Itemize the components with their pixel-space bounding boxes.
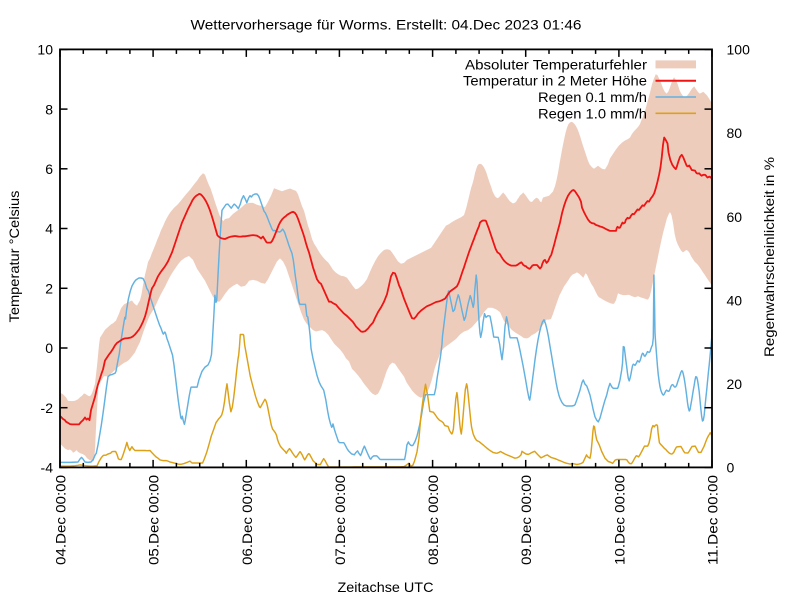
- svg-text:-2: -2: [41, 400, 54, 416]
- svg-text:2: 2: [45, 281, 53, 297]
- svg-text:40: 40: [727, 292, 743, 308]
- svg-text:8: 8: [45, 101, 53, 117]
- svg-text:Regen 0.1 mm/h: Regen 0.1 mm/h: [538, 89, 647, 105]
- svg-text:09.Dec 00:00: 09.Dec 00:00: [518, 475, 534, 565]
- svg-text:0: 0: [45, 340, 53, 356]
- svg-text:Zeitachse UTC: Zeitachse UTC: [338, 579, 434, 595]
- svg-text:6: 6: [45, 161, 53, 177]
- svg-text:20: 20: [727, 376, 743, 392]
- svg-text:10: 10: [37, 42, 53, 58]
- svg-text:11.Dec 00:00: 11.Dec 00:00: [705, 475, 721, 565]
- svg-text:-4: -4: [41, 460, 54, 476]
- svg-text:Absoluter Temperaturfehler: Absoluter Temperaturfehler: [465, 56, 647, 72]
- svg-text:0: 0: [727, 460, 735, 476]
- svg-text:04.Dec 00:00: 04.Dec 00:00: [53, 475, 69, 565]
- svg-text:Regenwahrscheinlichkeit in %: Regenwahrscheinlichkeit in %: [761, 157, 777, 357]
- svg-text:Temperatur °Celsius: Temperatur °Celsius: [6, 191, 22, 323]
- svg-text:07.Dec 00:00: 07.Dec 00:00: [332, 475, 348, 565]
- svg-text:06.Dec 00:00: 06.Dec 00:00: [239, 475, 255, 565]
- svg-text:Regen 1.0 mm/h: Regen 1.0 mm/h: [538, 105, 647, 121]
- svg-text:100: 100: [727, 42, 751, 58]
- svg-text:4: 4: [45, 221, 53, 237]
- svg-text:08.Dec 00:00: 08.Dec 00:00: [425, 475, 441, 565]
- svg-text:05.Dec 00:00: 05.Dec 00:00: [146, 475, 162, 565]
- svg-text:80: 80: [727, 125, 743, 141]
- svg-text:Wettervorhersage für Worms. Er: Wettervorhersage für Worms. Erstellt: 04…: [191, 17, 582, 33]
- svg-text:10.Dec 00:00: 10.Dec 00:00: [611, 475, 627, 565]
- svg-text:60: 60: [727, 209, 743, 225]
- svg-text:Temperatur in 2 Meter Höhe: Temperatur in 2 Meter Höhe: [463, 73, 647, 89]
